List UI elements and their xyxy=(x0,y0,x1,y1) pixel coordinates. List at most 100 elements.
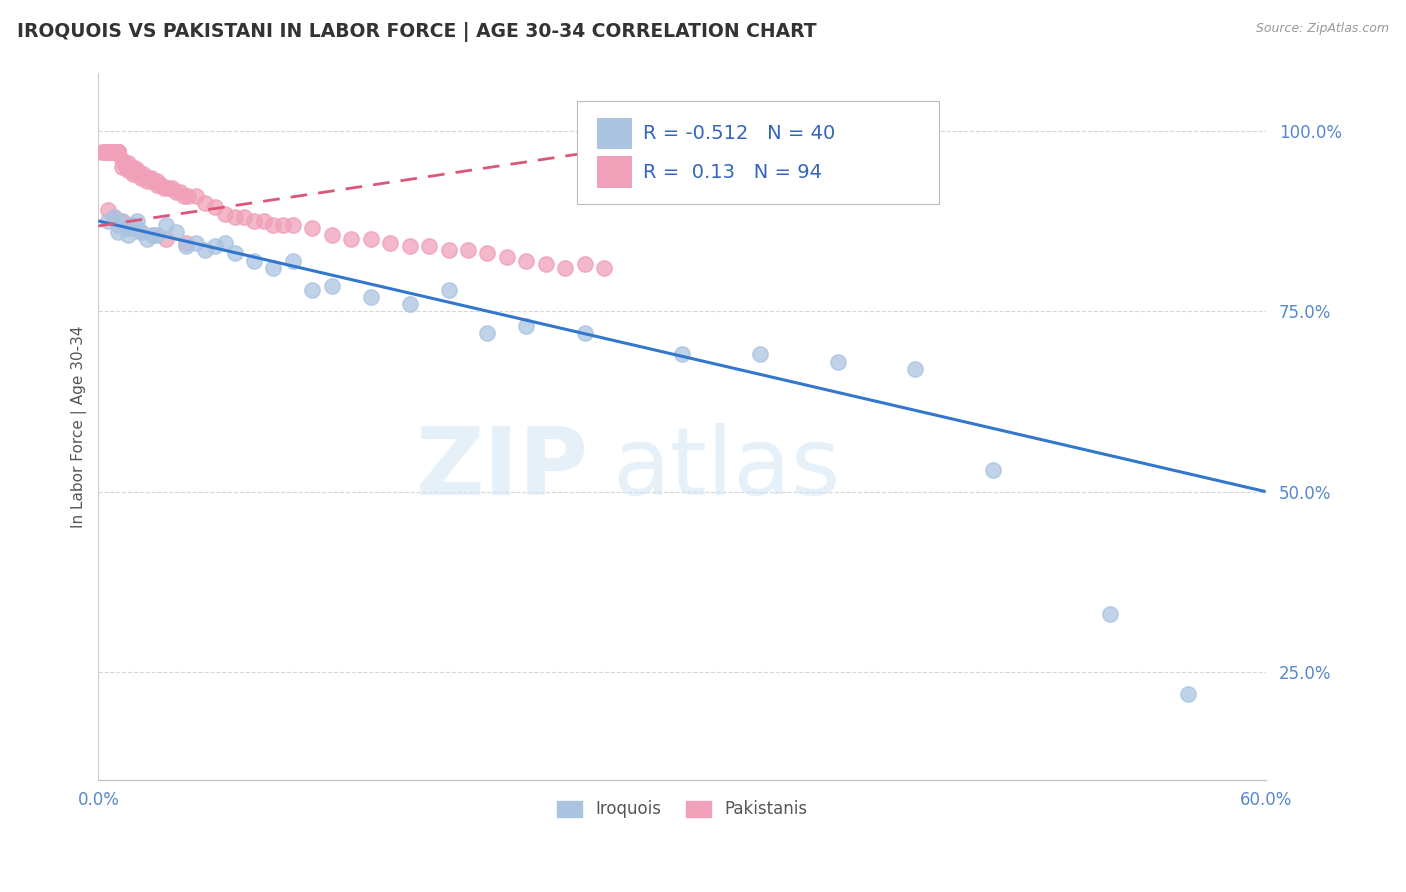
Point xyxy=(107,225,129,239)
Bar xyxy=(596,156,631,187)
Point xyxy=(165,225,187,239)
Point xyxy=(103,145,125,160)
Point xyxy=(1177,687,1199,701)
Point xyxy=(174,235,197,250)
Point xyxy=(262,218,284,232)
Point xyxy=(301,221,323,235)
Text: R =  0.13   N = 94: R = 0.13 N = 94 xyxy=(644,162,823,181)
Point xyxy=(117,221,139,235)
Point xyxy=(111,160,134,174)
Y-axis label: In Labor Force | Age 30-34: In Labor Force | Age 30-34 xyxy=(72,326,87,528)
Point xyxy=(93,145,115,160)
Point xyxy=(107,145,129,160)
Point xyxy=(103,211,125,225)
Point xyxy=(145,178,167,192)
Point xyxy=(107,145,129,160)
Point xyxy=(111,214,134,228)
Point xyxy=(457,243,479,257)
Point xyxy=(574,326,596,340)
Point xyxy=(253,214,276,228)
Point xyxy=(139,170,162,185)
Point xyxy=(496,250,519,264)
Point xyxy=(107,145,129,160)
Point xyxy=(177,188,200,202)
Bar xyxy=(596,118,631,149)
Point xyxy=(142,174,165,188)
Point xyxy=(981,463,1004,477)
Point xyxy=(107,145,129,160)
Point xyxy=(117,218,139,232)
Point xyxy=(107,145,129,160)
Point xyxy=(127,163,149,178)
Point xyxy=(194,195,217,210)
Point xyxy=(98,145,121,160)
Point xyxy=(117,228,139,243)
Point xyxy=(107,145,129,160)
Point xyxy=(136,174,159,188)
Point xyxy=(204,239,226,253)
Point xyxy=(111,214,134,228)
Point xyxy=(149,178,172,192)
Point xyxy=(111,153,134,167)
Point xyxy=(107,145,129,160)
Point xyxy=(321,228,343,243)
Point xyxy=(157,181,180,195)
Text: IROQUOIS VS PAKISTANI IN LABOR FORCE | AGE 30-34 CORRELATION CHART: IROQUOIS VS PAKISTANI IN LABOR FORCE | A… xyxy=(17,22,817,42)
Point xyxy=(120,160,142,174)
Point xyxy=(340,232,363,246)
Point xyxy=(107,145,129,160)
Point xyxy=(554,260,576,275)
Point xyxy=(174,239,197,253)
Point xyxy=(117,163,139,178)
Point xyxy=(233,211,256,225)
Point xyxy=(1098,607,1121,622)
Point xyxy=(129,225,152,239)
Point xyxy=(224,211,246,225)
Point xyxy=(437,283,460,297)
Point xyxy=(129,170,152,185)
Point xyxy=(97,214,120,228)
Point xyxy=(129,225,152,239)
Point xyxy=(142,228,165,243)
Text: Source: ZipAtlas.com: Source: ZipAtlas.com xyxy=(1256,22,1389,36)
Point xyxy=(184,235,207,250)
Point xyxy=(94,145,117,160)
Point xyxy=(162,181,184,195)
Point xyxy=(134,170,156,185)
Point xyxy=(155,218,177,232)
Point xyxy=(169,185,191,199)
Point xyxy=(98,145,121,160)
Point xyxy=(515,253,537,268)
Point xyxy=(128,167,150,181)
Point xyxy=(127,214,149,228)
Point xyxy=(243,253,266,268)
Point xyxy=(136,232,159,246)
Point xyxy=(122,221,145,235)
Text: atlas: atlas xyxy=(612,423,841,515)
Point xyxy=(437,243,460,257)
Point xyxy=(104,145,127,160)
Point xyxy=(574,257,596,271)
Legend: Iroquois, Pakistanis: Iroquois, Pakistanis xyxy=(550,794,814,825)
Point xyxy=(534,257,557,271)
Point xyxy=(107,218,129,232)
Point xyxy=(127,221,149,235)
Point xyxy=(118,160,141,174)
Point xyxy=(107,145,129,160)
Point xyxy=(153,181,176,195)
Point xyxy=(194,243,217,257)
Point xyxy=(124,161,146,176)
Point xyxy=(91,145,114,160)
Point xyxy=(122,218,145,232)
Point xyxy=(103,211,125,225)
Point xyxy=(165,185,187,199)
Point xyxy=(827,354,849,368)
Point xyxy=(398,297,420,311)
Text: R = -0.512   N = 40: R = -0.512 N = 40 xyxy=(644,124,835,144)
Point xyxy=(97,145,120,160)
Point xyxy=(184,188,207,202)
Point xyxy=(103,145,125,160)
Point xyxy=(173,188,195,202)
Point xyxy=(122,167,145,181)
Point xyxy=(214,235,236,250)
